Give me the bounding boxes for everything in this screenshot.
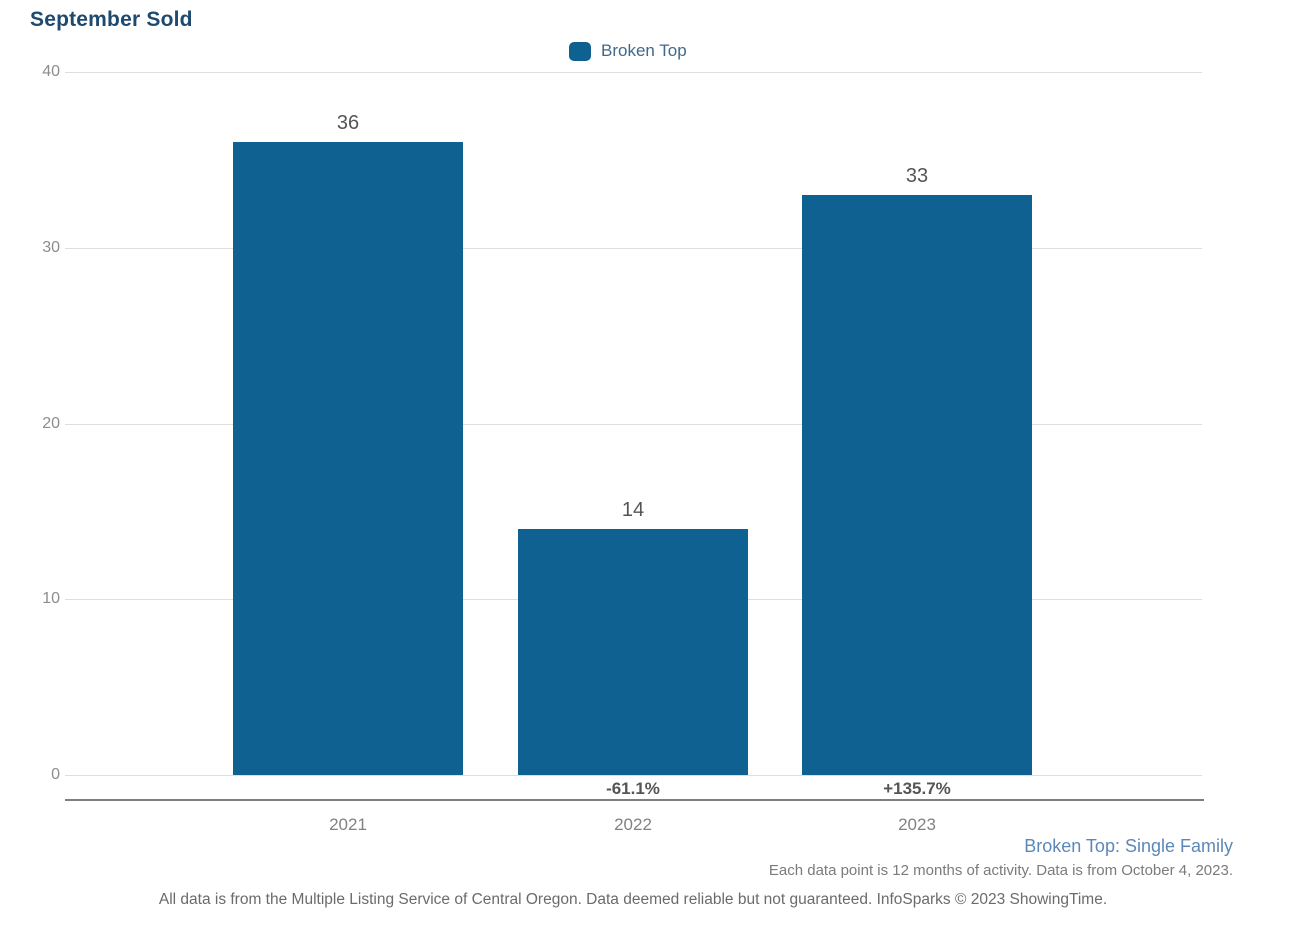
x-axis-tick-label: 2021 xyxy=(329,815,367,834)
x-axis-tick-label: 2023 xyxy=(898,815,936,834)
x-axis-tick-label: 2022 xyxy=(614,815,652,834)
bar-2021[interactable] xyxy=(233,142,463,775)
gridline xyxy=(65,72,1202,73)
gridline xyxy=(65,247,1202,249)
legend-item[interactable]: Broken Top xyxy=(569,41,687,61)
bar-value-label: 33 xyxy=(905,165,929,188)
bar-value-label: 36 xyxy=(336,112,360,135)
chart-title: September Sold xyxy=(30,8,193,31)
gridline xyxy=(65,775,1202,776)
legend-swatch xyxy=(569,41,591,61)
y-axis-tick-label: 40 xyxy=(42,63,60,80)
bar-2022[interactable] xyxy=(518,528,748,775)
bar-2023[interactable] xyxy=(802,195,1032,775)
series-footnote: Broken Top: Single Family xyxy=(1024,836,1233,856)
data-date-footnote: Each data point is 12 months of activity… xyxy=(768,862,1233,879)
y-axis-tick-label: 0 xyxy=(51,766,60,783)
gridline xyxy=(65,423,1202,425)
percent-change-label: +135.7% xyxy=(883,779,951,798)
bar-value-label: 14 xyxy=(621,498,645,521)
disclaimer-footnote: All data is from the Multiple Listing Se… xyxy=(158,891,1108,908)
legend-label: Broken Top xyxy=(601,41,687,60)
y-axis-tick-label: 10 xyxy=(42,590,60,608)
percent-change-label: -61.1% xyxy=(606,779,660,798)
y-axis-tick-label: 20 xyxy=(42,414,60,432)
x-axis-line xyxy=(65,799,1204,801)
y-axis-tick-label: 30 xyxy=(42,238,60,256)
